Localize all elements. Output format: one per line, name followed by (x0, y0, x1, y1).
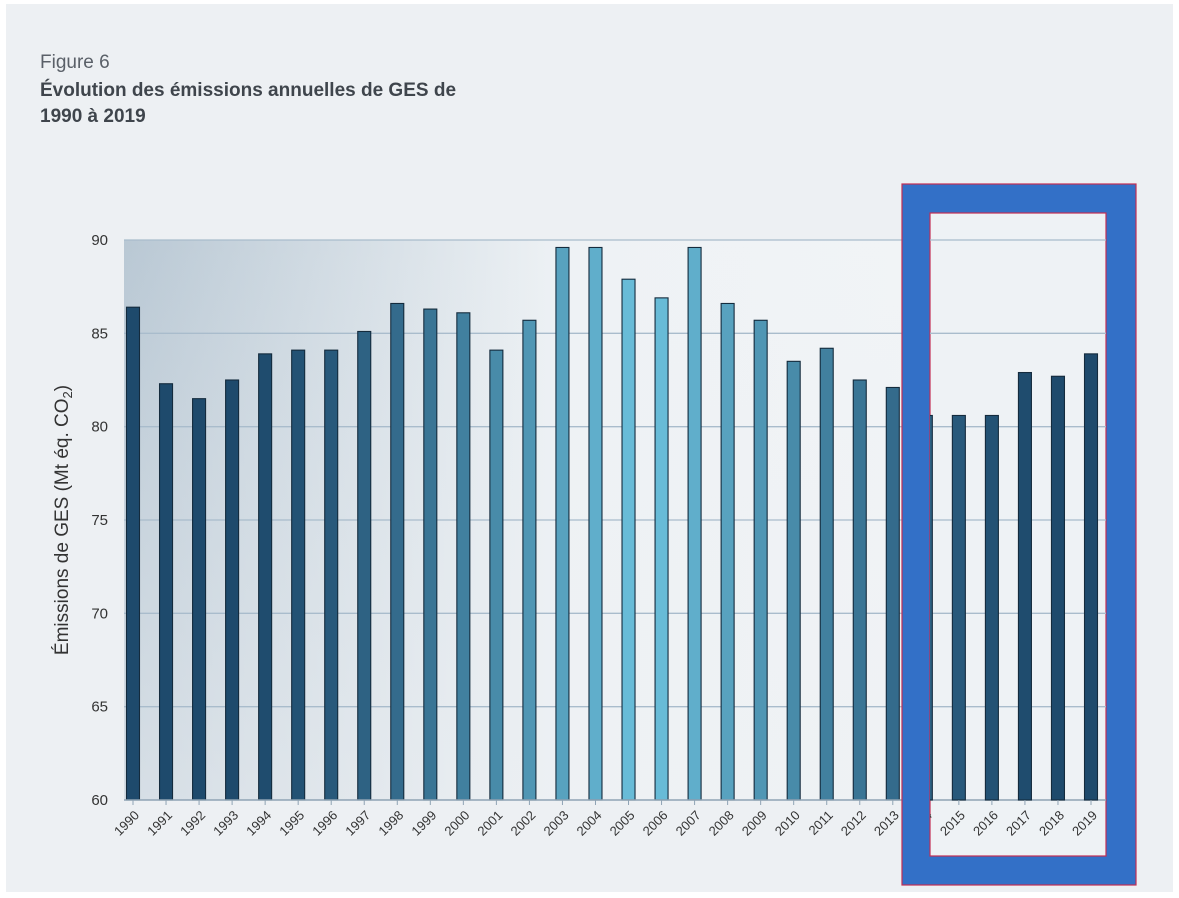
x-tick-label: 1997 (342, 808, 373, 839)
bar (225, 379, 240, 801)
x-tick-label: 1999 (408, 808, 439, 839)
bar (258, 353, 273, 801)
y-tick-label: 60 (91, 792, 108, 809)
x-tick-label: 2011 (805, 808, 835, 838)
x-tick-label: 2001 (474, 808, 505, 839)
x-tick-label: 2000 (441, 808, 472, 839)
y-axis-ticks: 60 65 70 75 80 85 90 (91, 232, 108, 809)
bar (621, 278, 636, 801)
bar (588, 246, 603, 801)
bar (192, 398, 207, 801)
bar (819, 347, 834, 801)
bar (930, 414, 933, 801)
x-tick-label: 1994 (243, 808, 274, 839)
x-tick-label: 2009 (739, 808, 770, 839)
bar (786, 360, 801, 801)
x-tick-label: 1998 (375, 808, 406, 839)
x-tick-label: 1995 (276, 808, 307, 839)
x-tick-label: 2005 (607, 808, 638, 839)
bar (1083, 353, 1099, 801)
y-axis-label-main: Émissions de GES (Mt éq. CO (52, 398, 73, 655)
bar (852, 379, 867, 801)
bar (456, 312, 471, 801)
bar (984, 414, 999, 801)
x-tick-label: 1996 (309, 808, 340, 839)
x-tick-label: 2010 (772, 808, 803, 839)
x-tick-label: 2004 (574, 808, 605, 839)
bar (291, 349, 306, 801)
bar (489, 349, 504, 801)
bar (158, 383, 174, 801)
x-tick-label: 2007 (673, 808, 704, 839)
y-tick-label: 75 (91, 512, 108, 529)
y-tick-label: 80 (91, 419, 108, 436)
bar (753, 319, 768, 801)
bar (125, 306, 141, 801)
x-tick-label: 1991 (144, 808, 175, 839)
y-tick-label: 65 (91, 699, 108, 716)
y-tick-label: 70 (91, 605, 108, 622)
bar (654, 297, 669, 801)
y-tick-label: 90 (91, 232, 108, 249)
figure-label: Figure 6 (40, 52, 110, 73)
bar (423, 308, 438, 801)
y-tick-label: 85 (91, 325, 108, 342)
bar (357, 330, 372, 801)
y-axis-label-sub: 2 (60, 391, 75, 398)
bar (522, 319, 537, 801)
x-tick-label: 1993 (210, 808, 241, 839)
bar (324, 349, 339, 801)
bar (720, 302, 735, 801)
bar (390, 302, 405, 801)
x-tick-label: 2006 (640, 808, 671, 839)
bar (555, 246, 570, 801)
x-tick-label: 2013 (871, 808, 902, 839)
highlight-frame: 201420152016201720182019 (901, 183, 1137, 886)
y-axis-label-close: ) (52, 385, 73, 391)
x-tick-label: 2003 (541, 808, 572, 839)
bar (1017, 371, 1032, 801)
y-axis-label: Émissions de GES (Mt éq. CO2) (52, 385, 75, 655)
x-tick-label: 2012 (838, 808, 869, 839)
bar (1050, 375, 1066, 801)
bar (687, 246, 702, 801)
figure-title: Évolution des émissions annuelles de GES… (40, 80, 457, 127)
bar (885, 386, 900, 801)
x-tick-label: 2008 (706, 808, 737, 839)
bar (951, 414, 966, 801)
x-tick-label: 2002 (507, 808, 538, 839)
x-tick-label: 1992 (177, 808, 208, 839)
x-tick-label: 1990 (111, 808, 142, 839)
